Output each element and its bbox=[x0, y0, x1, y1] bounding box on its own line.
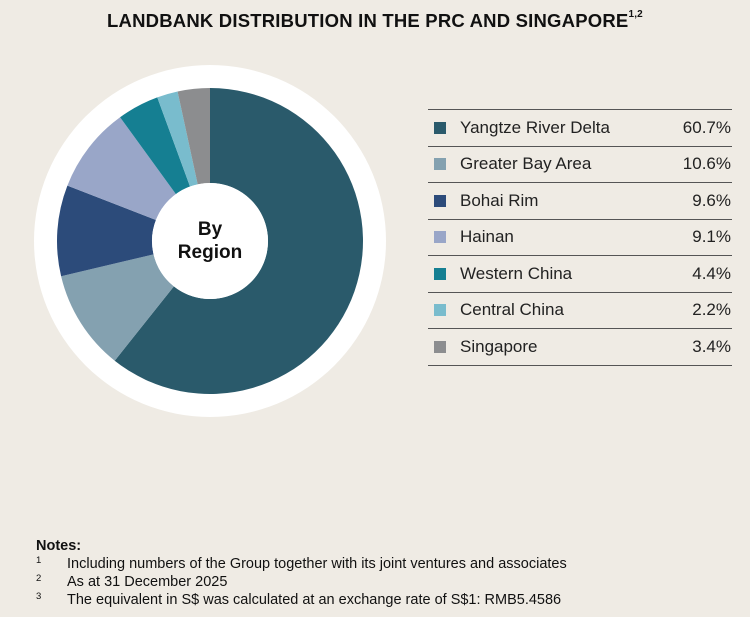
legend-row: Hainan 9.1% bbox=[428, 220, 732, 256]
note-number: 1 bbox=[36, 555, 42, 566]
legend-row: Yangtze River Delta 60.7% bbox=[428, 110, 732, 147]
pie-slice-western-china bbox=[120, 97, 191, 195]
pie-slice-bohai-rim bbox=[56, 185, 156, 277]
note-item: 3 The equivalent in S$ was calculated at … bbox=[36, 591, 567, 609]
legend-row: Central China 2.2% bbox=[428, 293, 732, 329]
legend-swatch bbox=[434, 340, 446, 353]
legend-swatch bbox=[434, 121, 446, 134]
legend-row: Singapore 3.4% bbox=[428, 329, 732, 366]
center-label-line1: By bbox=[197, 219, 223, 240]
notes-list: 1 Including numbers of the Group together… bbox=[36, 555, 567, 609]
note-item: 2 As at 31 December 2025 bbox=[36, 573, 567, 591]
legend-swatch bbox=[434, 304, 446, 317]
legend-label: Yangtze River Delta bbox=[460, 117, 610, 137]
note-item: 1 Including numbers of the Group together… bbox=[36, 555, 567, 573]
pie-slice-central-china bbox=[157, 91, 198, 187]
legend-row: Bohai Rim 9.6% bbox=[428, 183, 732, 220]
pie-slice-hainan bbox=[67, 117, 176, 220]
legend-label: Bohai Rim bbox=[460, 190, 539, 210]
legend-label: Western China bbox=[460, 263, 573, 283]
note-text: As at 31 December 2025 bbox=[67, 574, 228, 590]
notes-heading: Notes: bbox=[36, 538, 82, 554]
title-footnote-ref: 1,2 bbox=[628, 9, 643, 20]
note-text: The equivalent in S$ was calculated at a… bbox=[67, 592, 562, 608]
legend-label: Singapore bbox=[460, 336, 538, 356]
note-number: 3 bbox=[36, 591, 42, 602]
donut-center-label: By Region bbox=[150, 218, 270, 264]
legend-row: Western China 4.4% bbox=[428, 256, 732, 293]
legend-value: 10.6% bbox=[682, 154, 731, 174]
legend-swatch bbox=[434, 158, 446, 171]
pie-slice-greater-bay-area bbox=[61, 254, 174, 361]
legend-value: 60.7% bbox=[682, 117, 731, 137]
legend-value: 9.6% bbox=[692, 190, 731, 210]
legend-label: Hainan bbox=[460, 227, 514, 247]
center-label-line2: Region bbox=[177, 242, 243, 263]
notes-section: Notes: 1 Including numbers of the Group t… bbox=[36, 538, 567, 609]
donut-hole bbox=[152, 183, 268, 299]
legend-swatch bbox=[434, 267, 446, 280]
legend-value: 3.4% bbox=[692, 336, 731, 356]
legend-swatch bbox=[434, 231, 446, 244]
legend-value: 2.2% bbox=[692, 300, 731, 320]
chart-legend: Yangtze River Delta 60.7% Greater Bay Area… bbox=[428, 109, 732, 366]
legend-value: 9.1% bbox=[692, 227, 731, 247]
chart-title: LANDBANK DISTRIBUTION IN THE PRC AND SIN… bbox=[0, 9, 750, 32]
donut-chart bbox=[34, 65, 386, 417]
note-number: 2 bbox=[36, 573, 42, 584]
legend-row: Greater Bay Area 10.6% bbox=[428, 147, 732, 183]
legend-label: Greater Bay Area bbox=[460, 154, 592, 174]
pie-slice-singapore bbox=[177, 88, 210, 185]
legend-swatch bbox=[434, 194, 446, 207]
chart-title-text: LANDBANK DISTRIBUTION IN THE PRC AND SIN… bbox=[107, 10, 629, 31]
pie-slice-yangtze-river-delta bbox=[114, 88, 364, 394]
note-text: Including numbers of the Group together … bbox=[67, 556, 567, 572]
legend-label: Central China bbox=[460, 300, 564, 320]
legend-value: 4.4% bbox=[692, 263, 731, 283]
